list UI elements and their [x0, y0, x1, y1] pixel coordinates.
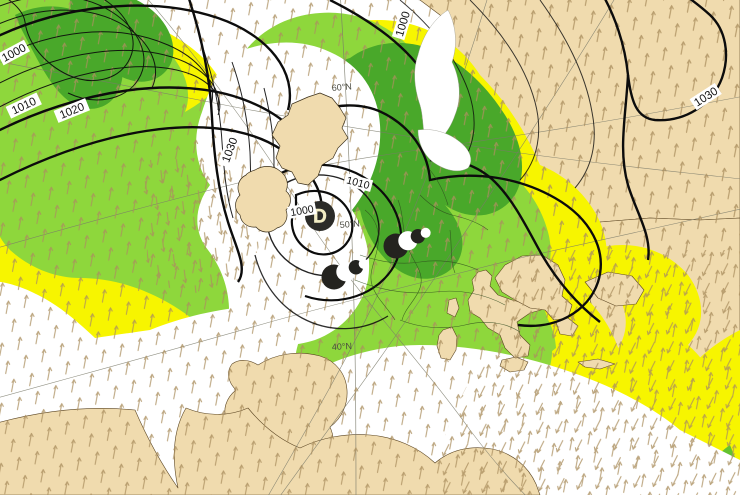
svg-text:40°N: 40°N: [332, 341, 353, 352]
svg-text:50°N: 50°N: [339, 218, 360, 230]
svg-text:60°N: 60°N: [331, 81, 352, 93]
